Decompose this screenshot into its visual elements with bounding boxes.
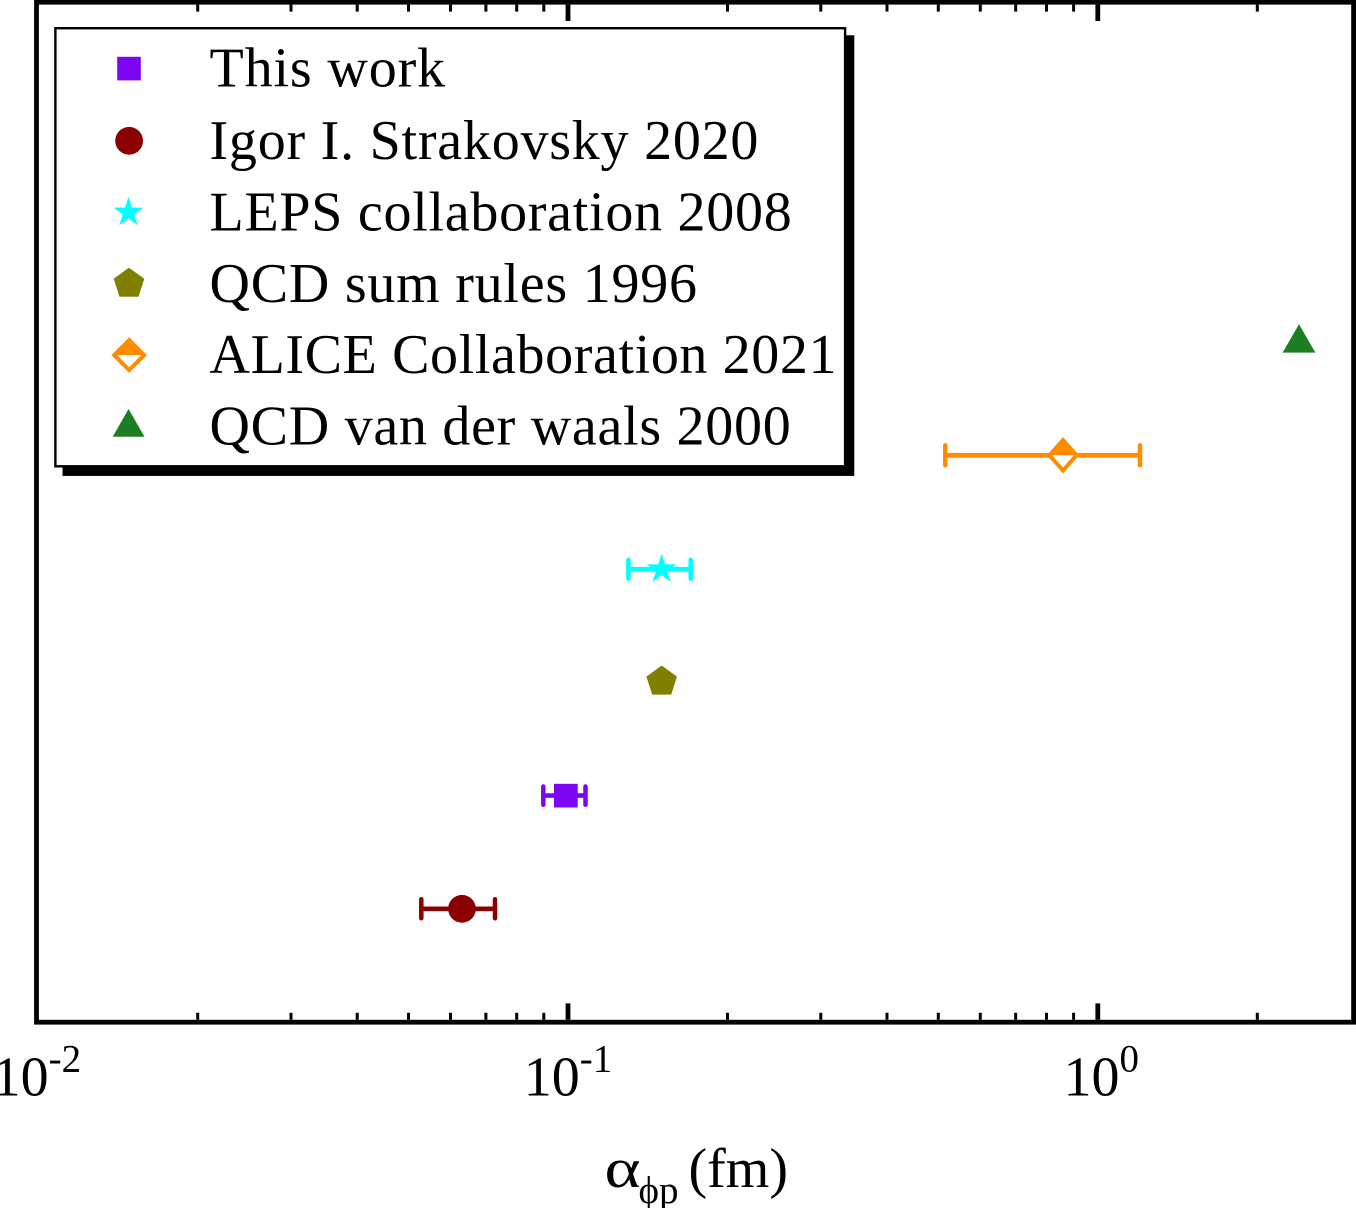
svg-text:ALICE Collaboration 2021: ALICE Collaboration 2021 [210, 324, 837, 386]
svg-text:QCD sum rules 1996: QCD sum rules 1996 [210, 253, 698, 315]
svg-text:-1: -1 [580, 1038, 613, 1081]
svg-text:Igor I. Strakovsky 2020: Igor I. Strakovsky 2020 [210, 110, 759, 172]
svg-text:LEPS collaboration 2008: LEPS collaboration 2008 [210, 182, 792, 244]
svg-text:10: 10 [1064, 1047, 1120, 1109]
svg-text:This work: This work [210, 38, 446, 100]
svg-text:10: 10 [0, 1047, 49, 1109]
svg-text:(fm): (fm) [689, 1138, 789, 1200]
svg-text:10: 10 [524, 1047, 580, 1109]
svg-text:α: α [605, 1138, 641, 1200]
svg-text:ϕp: ϕp [639, 1169, 679, 1208]
svg-text:0: 0 [1120, 1038, 1140, 1081]
svg-text:-2: -2 [49, 1038, 82, 1081]
svg-text:QCD van der waals 2000: QCD van der waals 2000 [210, 395, 791, 457]
